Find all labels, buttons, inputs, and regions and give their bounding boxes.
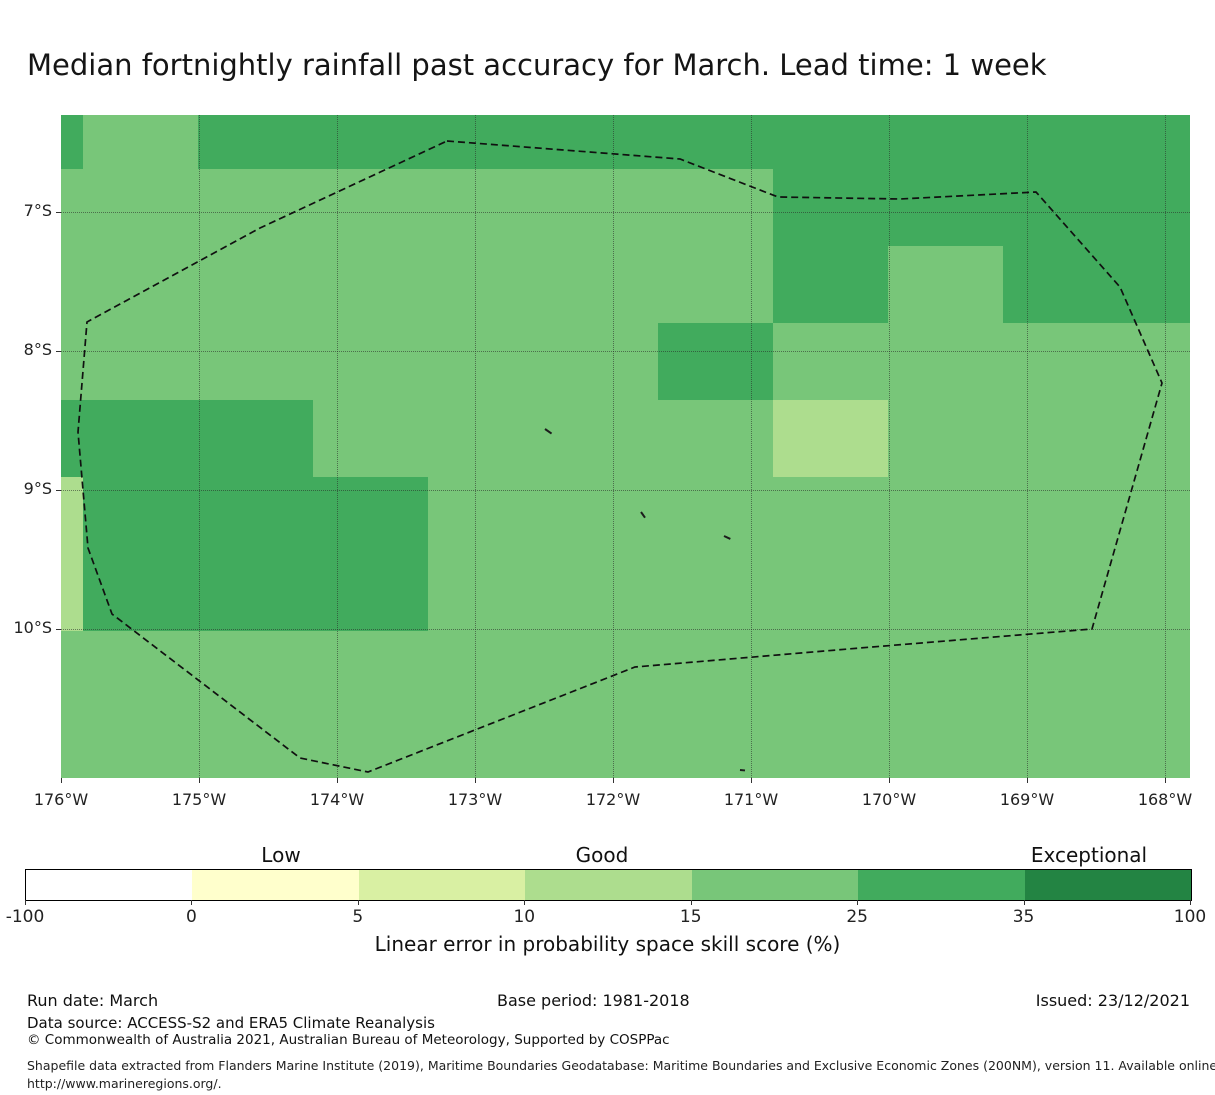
skill-cell <box>61 477 83 631</box>
latitude-tick-label: 9°S <box>23 479 52 498</box>
skill-cell <box>61 115 83 169</box>
copyright-text: © Commonwealth of Australia 2021, Austra… <box>27 1032 670 1048</box>
latitude-gridline <box>61 212 1190 213</box>
latitude-tick-label: 7°S <box>23 201 52 220</box>
island-mark <box>723 535 731 540</box>
island-mark <box>544 428 553 435</box>
longitude-tick-label: 171°W <box>723 790 779 809</box>
latitude-tick <box>56 212 61 213</box>
colorbar-tick-label: 100 <box>1173 907 1207 927</box>
colorbar-tick-label: -100 <box>5 907 45 927</box>
colorbar-tick-label: 0 <box>186 907 197 927</box>
island-mark <box>640 511 646 519</box>
colorbar-tick <box>191 900 193 905</box>
colorbar-tick-label: 10 <box>513 907 536 927</box>
longitude-gridline <box>199 115 200 778</box>
colorbar-tick <box>524 900 526 905</box>
colorbar-range-label: Exceptional <box>1030 843 1148 867</box>
longitude-tick-label: 173°W <box>447 790 503 809</box>
colorbar-tick-label: 25 <box>846 907 868 927</box>
colorbar-tick-label: 35 <box>1012 907 1035 927</box>
longitude-gridline <box>475 115 476 778</box>
latitude-gridline <box>61 490 1190 491</box>
longitude-tick <box>337 778 338 783</box>
longitude-tick-label: 170°W <box>861 790 917 809</box>
latitude-tick <box>56 351 61 352</box>
colorbar-tick-label: 5 <box>352 907 364 927</box>
longitude-tick-label: 169°W <box>999 790 1055 809</box>
longitude-tick <box>1027 778 1028 783</box>
colorbar-segment <box>358 870 526 900</box>
skill-cell <box>773 246 888 323</box>
issued-date-text: Issued: 23/12/2021 <box>1035 991 1190 1010</box>
skill-cell <box>658 323 773 400</box>
colorbar-axis-label: Linear error in probability space skill … <box>374 932 841 956</box>
longitude-tick <box>751 778 752 783</box>
latitude-tick <box>56 490 61 491</box>
map-plot <box>61 115 1190 778</box>
colorbar-range-label: Good <box>575 843 629 867</box>
colorbar-range-label: Low <box>261 843 301 867</box>
longitude-tick <box>475 778 476 783</box>
skill-cell <box>1003 246 1190 323</box>
latitude-gridline <box>61 351 1190 352</box>
longitude-tick <box>199 778 200 783</box>
colorbar-segment <box>858 870 1025 900</box>
longitude-tick <box>61 778 62 783</box>
base-period-text: Base period: 1981-2018 <box>497 991 690 1010</box>
skill-cell <box>198 115 1190 169</box>
colorbar-tick <box>690 900 692 905</box>
latitude-tick <box>56 629 61 630</box>
colorbar-segment <box>525 870 692 900</box>
longitude-gridline <box>337 115 338 778</box>
latitude-gridline <box>61 629 1190 630</box>
colorbar-segment <box>691 870 859 900</box>
longitude-gridline <box>889 115 890 778</box>
longitude-tick <box>889 778 890 783</box>
colorbar-segment <box>1024 870 1191 900</box>
colorbar-tick <box>357 900 359 905</box>
latitude-tick-label: 10°S <box>13 618 52 637</box>
skill-cell <box>83 400 313 631</box>
skill-cell <box>61 400 83 477</box>
colorbar-segment <box>192 870 359 900</box>
shapefile-credit-line2: http://www.marineregions.org/. <box>27 1076 222 1091</box>
chart-title: Median fortnightly rainfall past accurac… <box>27 48 1047 82</box>
longitude-tick-label: 168°W <box>1137 790 1193 809</box>
longitude-gridline <box>1027 115 1028 778</box>
colorbar-tick-label: 15 <box>679 907 702 927</box>
colorbar-tick <box>1190 900 1191 905</box>
longitude-tick-label: 175°W <box>171 790 227 809</box>
run-date-text: Run date: March <box>27 991 159 1010</box>
latitude-tick-label: 8°S <box>23 340 52 359</box>
longitude-tick <box>613 778 614 783</box>
map-overlay <box>77 140 1163 773</box>
colorbar-tick <box>1023 900 1025 905</box>
longitude-gridline <box>1165 115 1166 778</box>
eez-boundary <box>77 140 1163 773</box>
colorbar-segment <box>26 870 193 900</box>
skill-cell <box>313 477 428 631</box>
longitude-tick-label: 176°W <box>33 790 89 809</box>
shapefile-credit-line1: Shapefile data extracted from Flanders M… <box>27 1058 1215 1073</box>
skill-cell <box>773 400 888 477</box>
colorbar-tick <box>25 900 26 905</box>
longitude-tick-label: 172°W <box>585 790 641 809</box>
data-source-text: Data source: ACCESS-S2 and ERA5 Climate … <box>27 1014 435 1032</box>
longitude-tick <box>1165 778 1166 783</box>
colorbar-tick <box>857 900 859 905</box>
skill-cell <box>773 169 1190 246</box>
longitude-tick-label: 174°W <box>309 790 365 809</box>
colorbar <box>25 869 1192 901</box>
longitude-gridline <box>613 115 614 778</box>
longitude-gridline <box>751 115 752 778</box>
